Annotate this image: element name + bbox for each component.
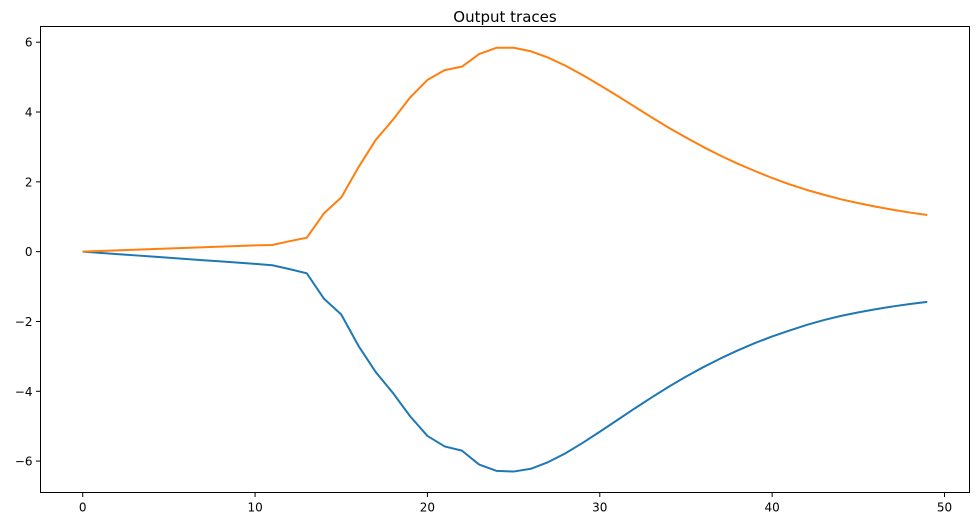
y-tick-label: −4 <box>15 385 33 399</box>
series-line-2 <box>82 46 928 253</box>
x-tick-label: 50 <box>937 501 952 515</box>
y-tick-label: −6 <box>15 455 33 469</box>
y-tick-label: 4 <box>25 106 33 120</box>
y-tick-label: 6 <box>25 36 33 50</box>
x-tick-label: 0 <box>79 501 87 515</box>
x-tick-label: 40 <box>765 501 780 515</box>
y-tick-label: 0 <box>25 245 33 259</box>
x-tick-label: 10 <box>247 501 262 515</box>
plot-frame <box>40 26 970 493</box>
series-layer <box>82 46 928 473</box>
x-axis: 0 10 20 30 40 50 <box>79 492 952 515</box>
y-tick-label: 2 <box>25 175 33 189</box>
x-tick-label: 20 <box>420 501 435 515</box>
y-axis: −6 −4 −2 0 2 4 6 <box>15 36 41 469</box>
x-tick-label: 30 <box>592 501 607 515</box>
y-tick-label: −2 <box>15 315 33 329</box>
chart-title: Output traces <box>453 8 557 26</box>
series-line-1 <box>82 250 928 473</box>
